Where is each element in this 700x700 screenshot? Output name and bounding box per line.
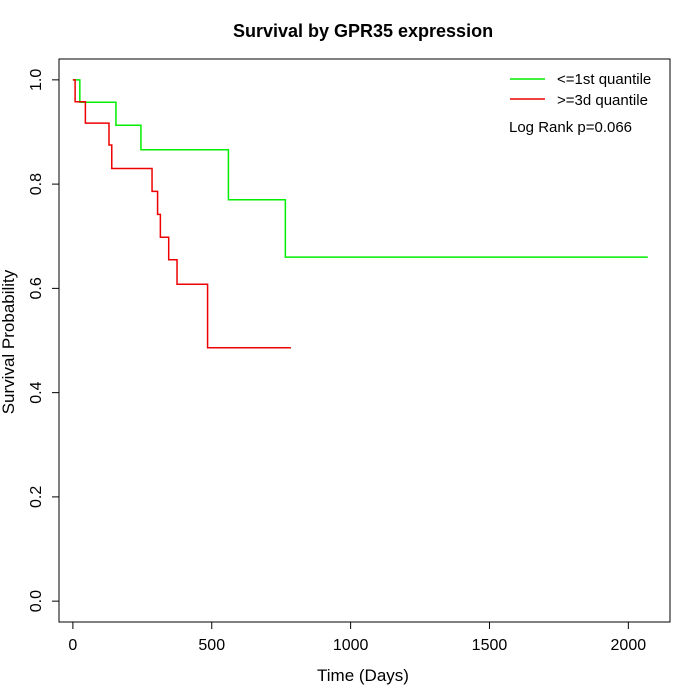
y-tick-label: 0.8 [28,173,45,195]
x-tick-label: 0 [68,637,77,654]
y-tick-label: 0.0 [28,590,45,612]
series-high-expression-curve [72,79,291,349]
series-low-expression-curve [72,79,648,258]
chart-title: Survival by GPR35 expression [233,21,493,41]
y-tick-label: 1.0 [28,69,45,91]
series-layer [72,79,648,349]
log-rank-annotation: Log Rank p=0.066 [509,119,632,136]
plot-frame [58,58,671,623]
y-tick-label: 0.2 [28,486,45,508]
x-axis: 0 500 1000 1500 2000 [68,621,647,654]
y-tick-label: 0.6 [28,277,45,299]
legend-label-low: <=1st quantile [557,71,651,88]
legend: <=1st quantile >=3d quantile [510,71,651,109]
y-axis: 0.0 0.2 0.4 0.6 0.8 1.0 [28,69,60,612]
x-tick-label: 1500 [472,637,508,654]
x-tick-label: 1000 [333,637,369,654]
x-tick-label: 500 [198,637,225,654]
legend-label-high: >=3d quantile [557,92,648,109]
x-tick-label: 2000 [611,637,647,654]
y-tick-label: 0.4 [28,381,45,403]
y-axis-label: Survival Probability [0,269,18,414]
x-axis-label: Time (Days) [317,666,409,685]
